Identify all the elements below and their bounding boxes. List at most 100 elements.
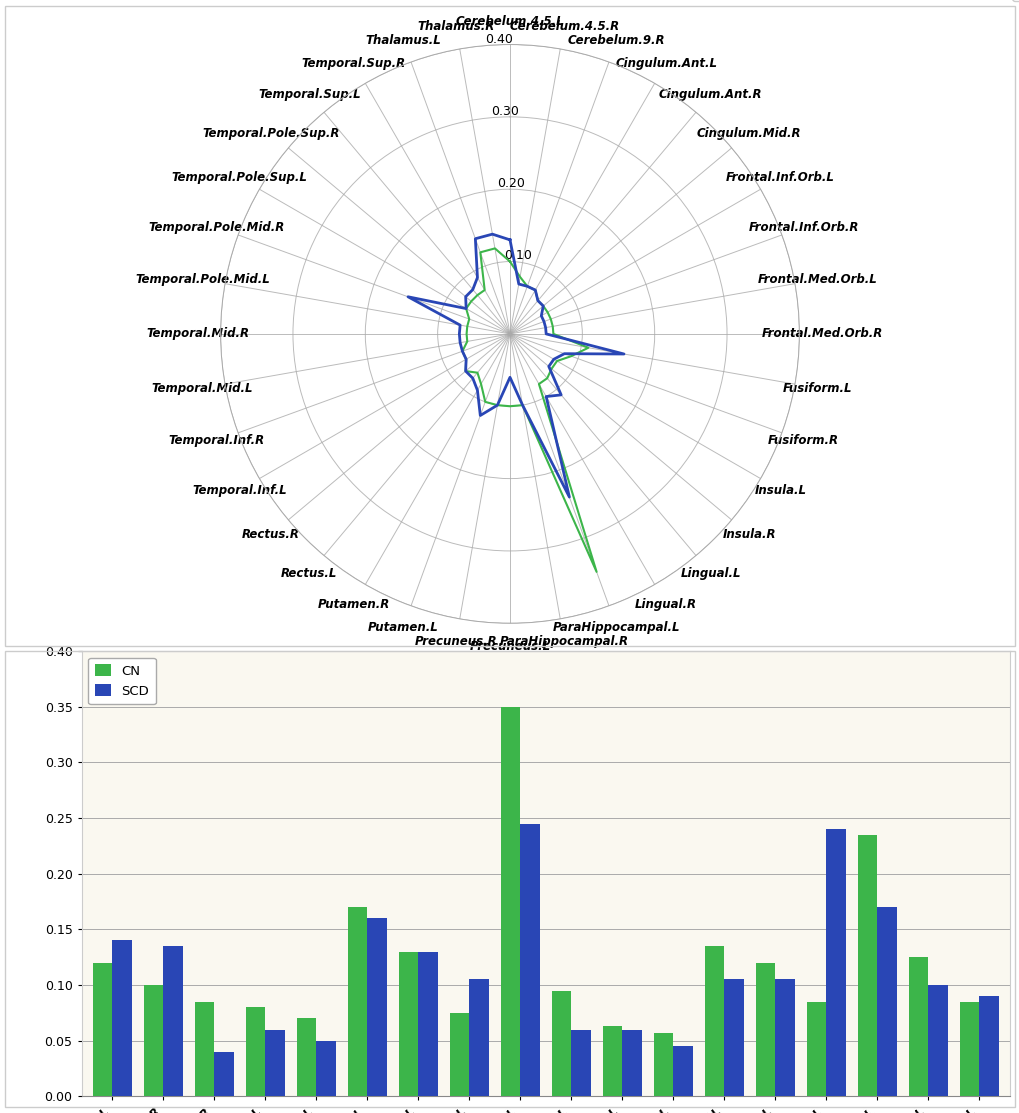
Bar (551, 991, 571, 1096)
CN (460, 302, 472, 315)
SCD (455, 345, 468, 358)
CN (479, 395, 491, 408)
Bar (469, 979, 488, 1096)
Bar (297, 1018, 316, 1096)
Bar (316, 1041, 335, 1096)
Bar (144, 985, 163, 1096)
Bar (774, 979, 794, 1096)
Bar (112, 940, 131, 1096)
CN (550, 354, 562, 367)
SCD (529, 284, 541, 297)
Bar (602, 1026, 622, 1096)
SCD (537, 299, 549, 313)
Bar (93, 963, 112, 1096)
SCD (503, 233, 516, 246)
SCD (503, 233, 516, 246)
CN (565, 349, 577, 363)
Bar (163, 946, 182, 1096)
SCD (554, 388, 567, 402)
Bar (347, 907, 367, 1096)
SCD (486, 227, 498, 240)
SCD (513, 277, 525, 290)
Bar (806, 1002, 825, 1096)
SCD (521, 279, 533, 293)
SCD (453, 336, 466, 349)
SCD (537, 315, 549, 328)
CN (544, 313, 556, 326)
CN (488, 242, 500, 255)
Bar (704, 946, 723, 1096)
SCD (539, 327, 551, 341)
Legend: CN, SCD: CN, SCD (88, 658, 155, 705)
SCD (460, 290, 472, 304)
Bar (418, 952, 437, 1096)
CN (529, 284, 541, 297)
CN (516, 398, 528, 412)
SCD (467, 283, 479, 296)
Bar (449, 1013, 469, 1096)
SCD (460, 364, 472, 377)
CN (461, 335, 473, 348)
Bar (876, 907, 896, 1096)
SCD (471, 270, 483, 284)
Bar (673, 1046, 692, 1096)
SCD (516, 398, 528, 412)
SCD (503, 371, 516, 384)
Bar (857, 835, 876, 1096)
SCD (491, 398, 503, 412)
SCD (474, 408, 486, 422)
Bar (398, 952, 418, 1096)
SCD (460, 353, 472, 366)
CN (531, 294, 543, 307)
SCD (471, 384, 483, 397)
Line: CN: CN (462, 248, 596, 572)
CN (460, 327, 472, 341)
CN (475, 377, 487, 391)
CN (471, 366, 483, 380)
CN (503, 255, 516, 268)
SCD (460, 302, 472, 315)
SCD (539, 321, 551, 334)
SCD (535, 309, 547, 323)
CN (532, 377, 544, 391)
CN (547, 327, 559, 341)
CN (474, 246, 486, 259)
Bar (246, 1007, 265, 1096)
Bar (214, 1052, 233, 1096)
CN (590, 565, 602, 579)
CN (540, 372, 552, 385)
CN (478, 284, 490, 297)
CN (455, 345, 468, 358)
Bar (927, 985, 947, 1096)
Bar (571, 1030, 590, 1096)
CN (461, 319, 473, 333)
CN (537, 299, 549, 313)
SCD (618, 347, 630, 361)
CN (465, 295, 477, 308)
CN (521, 279, 533, 293)
SCD (547, 353, 559, 366)
CN (503, 255, 516, 268)
Line: SCD: SCD (408, 234, 624, 498)
Bar (265, 1030, 284, 1096)
SCD (562, 491, 575, 504)
SCD (469, 232, 481, 245)
SCD (557, 347, 570, 361)
CN (460, 353, 472, 366)
SCD (467, 372, 479, 385)
CN (546, 319, 558, 333)
CN (541, 305, 553, 318)
Bar (825, 829, 845, 1096)
Bar (367, 918, 386, 1096)
SCD (452, 327, 465, 341)
SCD (542, 359, 554, 373)
CN (503, 400, 516, 413)
Bar (500, 707, 520, 1096)
Bar (520, 824, 539, 1096)
Bar (959, 1002, 978, 1096)
CN (460, 364, 472, 377)
CN (471, 288, 483, 302)
CN (582, 341, 594, 354)
CN (463, 313, 475, 326)
SCD (453, 318, 466, 332)
